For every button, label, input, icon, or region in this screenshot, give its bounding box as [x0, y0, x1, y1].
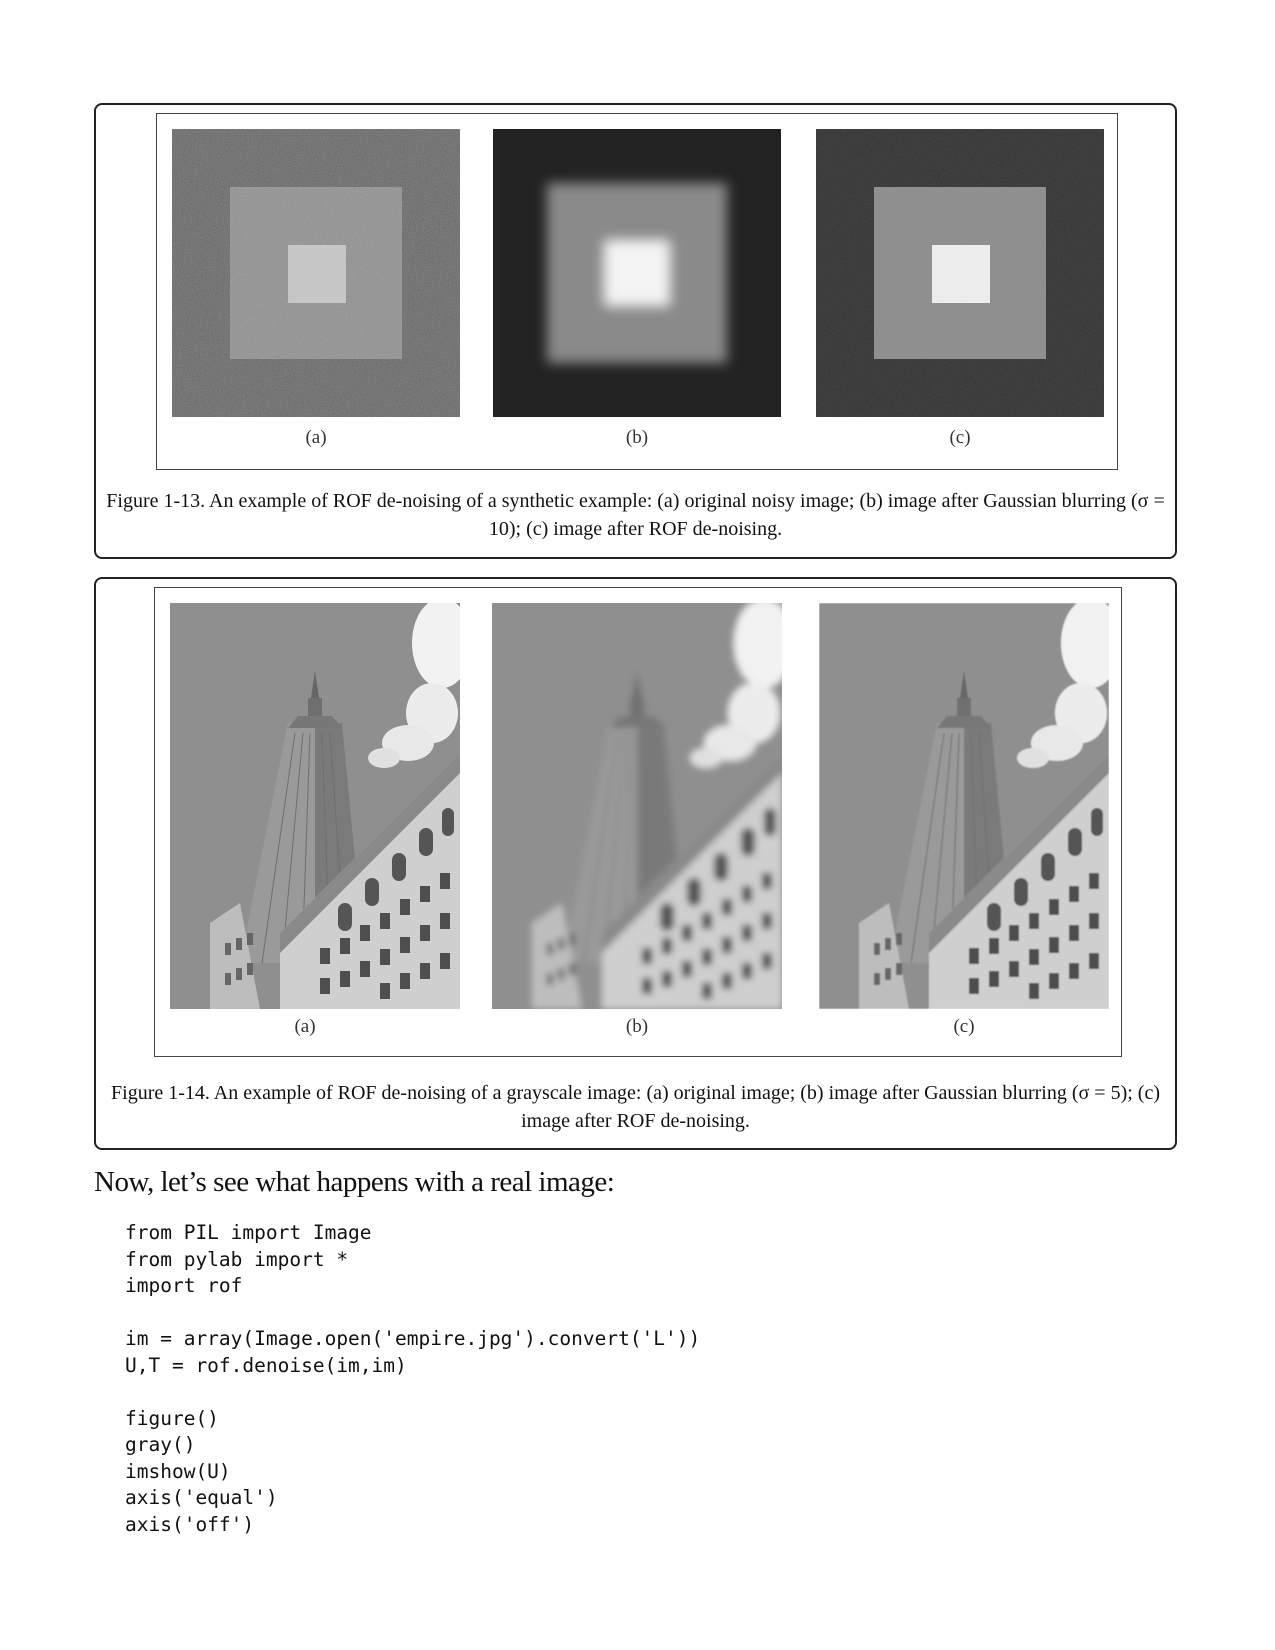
figure-1-14-panel-b	[492, 603, 782, 1009]
code-line	[125, 1379, 700, 1406]
figure-1-13-panel-b	[493, 129, 781, 417]
code-line: axis('off')	[125, 1512, 255, 1536]
code-line: axis('equal')	[125, 1486, 278, 1509]
figure-1-14-label-c: (c)	[953, 1016, 975, 1037]
figure-1-14-label-b: (b)	[625, 1016, 649, 1037]
figure-1-13-label-c: (c)	[949, 427, 971, 448]
figure-1-14-label-a: (a)	[294, 1016, 316, 1037]
figure-1-13-panel-a	[172, 129, 460, 417]
figure-1-13-panel-c	[816, 129, 1104, 417]
synthetic-denoised-image	[816, 129, 1104, 417]
empire-denoised-image	[819, 603, 1109, 1009]
figure-1-13-label-a: (a)	[305, 427, 327, 448]
figure-1-13-label-b: (b)	[625, 427, 649, 448]
code-line: U,T = rof.denoise(im,im)	[125, 1353, 407, 1377]
figure-1-13: (a) (b) (c) Figure 1-13. An example of R…	[94, 103, 1177, 559]
figure-1-14: (a) (b) (c) Figure 1-14. An example of R…	[94, 577, 1177, 1150]
code-line: im = array(Image.open('empire.jpg').conv…	[125, 1327, 701, 1350]
figure-1-14-panel-c	[819, 603, 1109, 1009]
figure-1-13-image-frame: (a) (b) (c)	[156, 113, 1118, 470]
empire-blurred-image	[492, 603, 782, 1009]
code-line: gray()	[125, 1433, 196, 1456]
code-line	[125, 1300, 700, 1327]
synthetic-blurred-image	[493, 129, 781, 417]
figure-1-13-caption: Figure 1-13. An example of ROF de-noisin…	[106, 490, 1165, 540]
code-line: figure()	[125, 1406, 219, 1430]
code-line: from PIL import Image	[125, 1221, 372, 1244]
code-listing: from PIL import Image from pylab import *…	[125, 1220, 700, 1538]
code-line: from pylab import *	[125, 1247, 349, 1271]
synthetic-noisy-image	[172, 129, 460, 417]
code-line: import rof	[125, 1274, 243, 1297]
code-line: imshow(U)	[125, 1459, 231, 1483]
figure-1-14-panel-a	[170, 603, 460, 1009]
figure-1-14-caption: Figure 1-14. An example of ROF de-noisin…	[111, 1082, 1160, 1132]
figure-1-14-image-frame: (a) (b) (c)	[154, 587, 1122, 1057]
empire-original-image	[170, 603, 460, 1009]
intro-paragraph: Now, let’s see what happens with a real …	[94, 1166, 615, 1198]
